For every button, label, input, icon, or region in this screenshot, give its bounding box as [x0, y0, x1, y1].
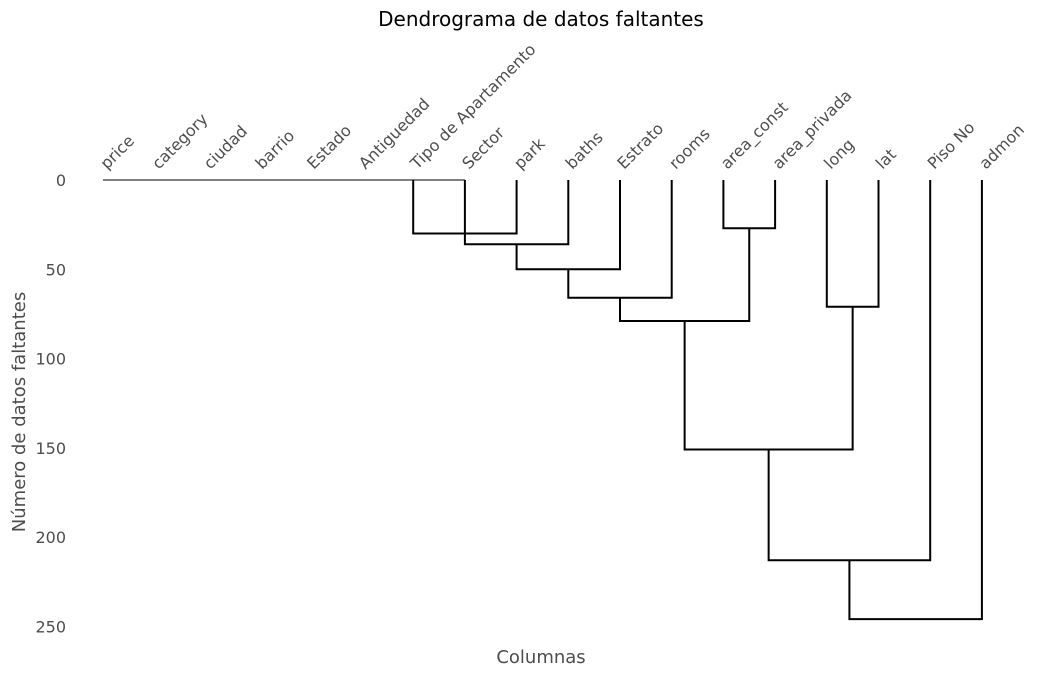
dendrogram-link-9 — [767, 180, 932, 562]
dendrogram-link-7 — [619, 228, 751, 323]
leaf-label-rooms: rooms — [665, 124, 714, 173]
dendrogram-link-3 — [722, 180, 777, 230]
leaf-label-piso-no: Piso No — [924, 118, 979, 173]
leaf-label-ciudad: ciudad — [200, 122, 251, 173]
y-tick-label-200: 200 — [35, 528, 66, 547]
x-axis-label: Columnas — [496, 647, 585, 668]
leaf-label-estrato: Estrato — [613, 119, 667, 173]
y-axis-label: Número de datos faltantes — [9, 292, 30, 532]
dendrogram-link-10 — [848, 180, 983, 621]
leaf-label-long: long — [820, 135, 858, 173]
leaf-label-admon: admon — [975, 120, 1028, 173]
y-tick-label-50: 50 — [46, 260, 66, 279]
dendrogram-link-6 — [825, 180, 880, 308]
dendrogram-links — [103, 179, 983, 621]
leaf-label-price: price — [96, 131, 138, 173]
leaf-label-barrio: barrio — [251, 126, 298, 173]
y-tick-label-100: 100 — [35, 350, 66, 369]
leaf-label-lat: lat — [872, 145, 900, 173]
leaf-label-category: category — [148, 109, 211, 172]
y-tick-label-150: 150 — [35, 439, 66, 458]
leaf-label-sector: Sector — [458, 123, 508, 173]
dendrogram-link-8 — [683, 306, 854, 451]
y-tick-label-250: 250 — [35, 617, 66, 636]
y-axis-ticks: 0 50 100 150 200 250 — [35, 171, 66, 636]
y-tick-label-0: 0 — [56, 171, 66, 190]
chart-title: Dendrograma de datos faltantes — [378, 7, 704, 31]
leaf-label-park: park — [510, 134, 549, 173]
leaf-label-estado: Estado — [303, 121, 355, 173]
leaf-label-baths: baths — [562, 128, 607, 173]
